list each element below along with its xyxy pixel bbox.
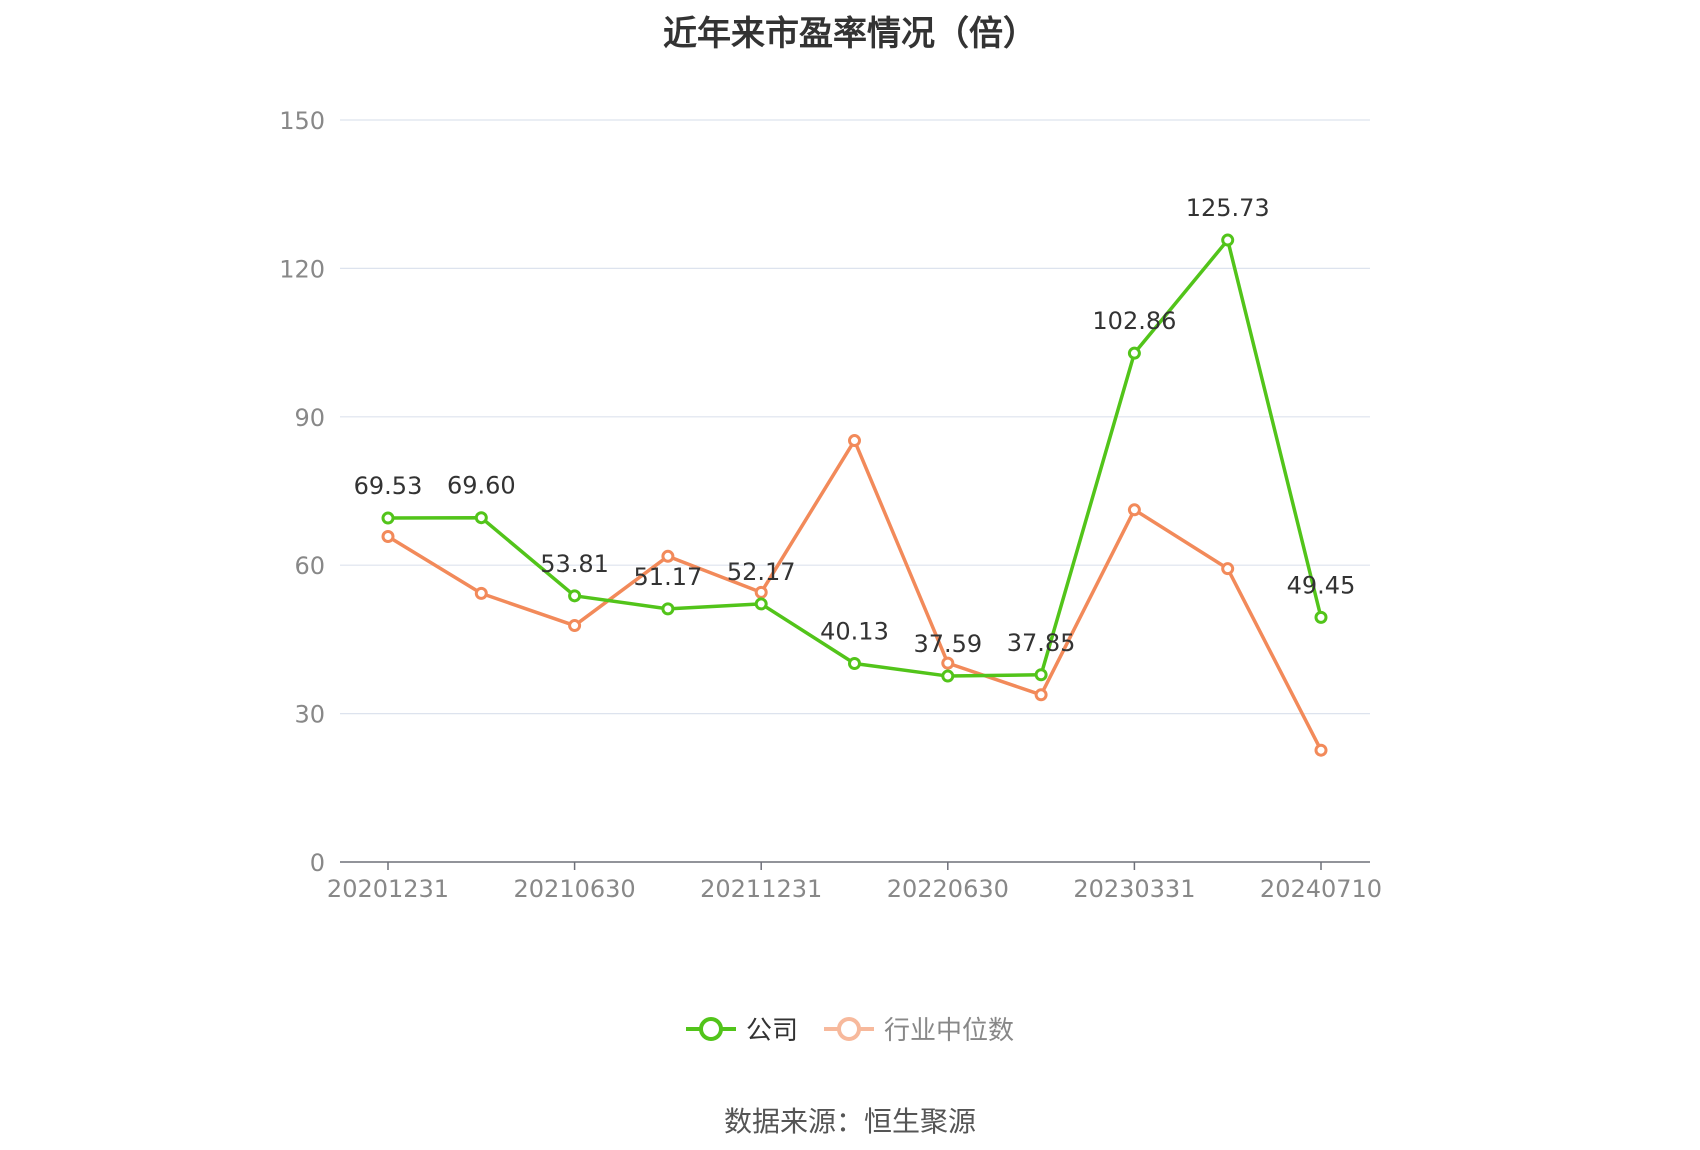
series-1-point-9 (1221, 562, 1235, 576)
y-tick-label-150: 150 (279, 107, 325, 135)
company-data-label-3: 51.17 (634, 563, 703, 591)
series-0-point-2 (568, 589, 582, 603)
x-tick-label-5: 20240710 (1260, 875, 1382, 903)
x-tick-label-4: 20230331 (1073, 875, 1195, 903)
x-tick-label-0: 20201231 (327, 875, 449, 903)
company-data-label-1: 69.60 (447, 472, 516, 500)
y-tick-label-60: 60 (294, 552, 325, 580)
y-tick-label-30: 30 (294, 701, 325, 729)
series-1-point-7 (1034, 688, 1048, 702)
series-0-point-1 (474, 511, 488, 525)
x-tick-label-3: 20220630 (887, 875, 1009, 903)
y-tick-label-90: 90 (294, 404, 325, 432)
y-tick-label-120: 120 (279, 255, 325, 283)
series-1-point-2 (568, 619, 582, 633)
company-data-label-2: 53.81 (540, 550, 609, 578)
legend-industry-median-label: 行业中位数 (884, 1016, 1015, 1046)
company-data-label-8: 102.86 (1092, 307, 1176, 335)
company-data-label-6: 37.59 (913, 630, 982, 658)
series-line-1 (387, 438, 1323, 752)
data-source-note: 数据来源：恒生聚源 (723, 1105, 976, 1138)
x-tick-label-1: 20210630 (514, 875, 636, 903)
series-0-point-10 (1314, 610, 1328, 624)
series-1-point-1 (474, 586, 488, 600)
series-1-point-8 (1127, 503, 1141, 517)
y-tick-label-0: 0 (310, 849, 325, 877)
series-0-point-0 (381, 511, 395, 525)
legend-item-industry-median[interactable]: 行业中位数 (824, 1010, 1014, 1047)
chart-legend: 公司 行业中位数 (0, 1010, 1700, 1047)
series-1-point-5 (848, 434, 861, 448)
company-data-label-4: 52.17 (727, 558, 796, 586)
series-0-point-8 (1127, 346, 1141, 360)
series-0-point-4 (754, 597, 768, 611)
company-data-label-0: 69.53 (354, 472, 423, 500)
chart-title: 近年来市盈率情况（倍） (663, 14, 1037, 54)
series-1-point-4 (754, 585, 768, 599)
company-data-label-7: 37.85 (1007, 629, 1076, 657)
series-0-point-9 (1221, 233, 1235, 247)
x-tick-label-2: 20211231 (700, 875, 822, 903)
series-0-point-5 (848, 656, 861, 670)
legend-company-label: 公司 (745, 1016, 798, 1046)
company-data-label-10: 49.45 (1287, 571, 1356, 599)
legend-company-marker (685, 1016, 736, 1041)
company-data-label-5: 40.13 (820, 617, 889, 645)
series-1-point-10 (1314, 743, 1328, 757)
series-1-point-0 (381, 530, 395, 544)
series-1-point-3 (661, 549, 675, 563)
series-1-point-6 (941, 656, 955, 670)
legend-industry-median-marker (824, 1016, 874, 1041)
legend-item-company[interactable]: 公司 (685, 1010, 798, 1047)
series-0-point-7 (1034, 668, 1048, 682)
series-0-point-3 (661, 602, 675, 616)
series-0-point-6 (941, 669, 955, 683)
company-data-label-9: 125.73 (1186, 194, 1270, 222)
